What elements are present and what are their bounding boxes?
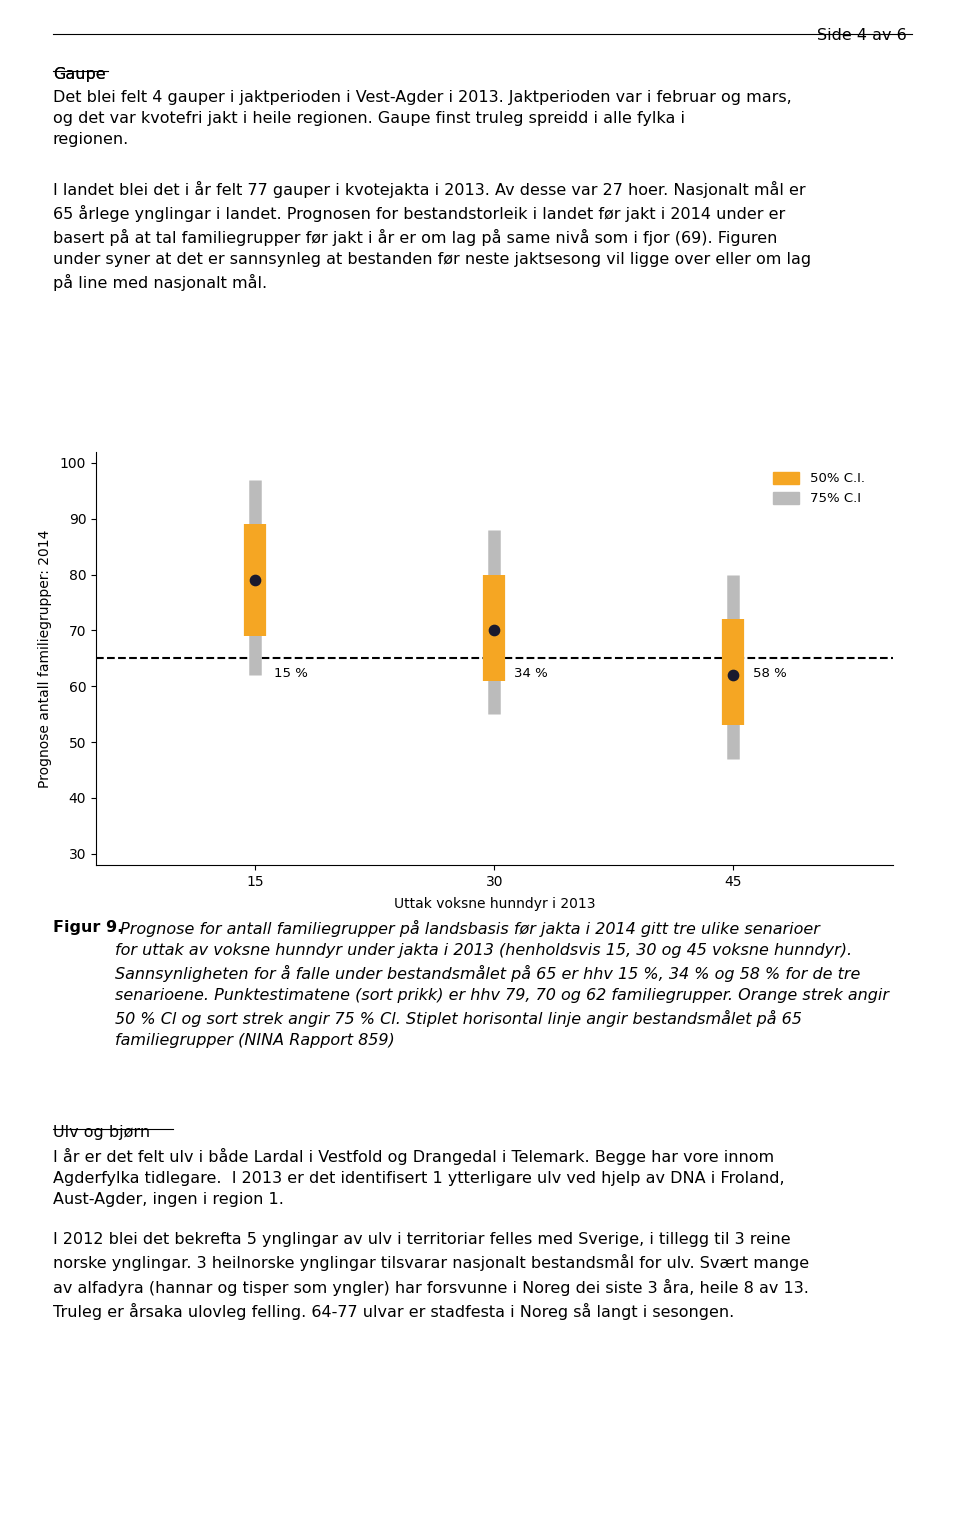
Text: Ulv og bjørn: Ulv og bjørn (53, 1125, 150, 1141)
Point (487, 619, 502, 643)
Legend: 50% C.I., 75% C.I: 50% C.I., 75% C.I (768, 467, 871, 510)
Text: I år er det felt ulv i både Lardal i Vestfold og Drangedal i Telemark. Begge har: I år er det felt ulv i både Lardal i Ves… (53, 1148, 784, 1208)
Y-axis label: Prognose antall familiegrupper: 2014: Prognose antall familiegrupper: 2014 (37, 530, 52, 787)
Text: 15 %: 15 % (275, 666, 308, 680)
Text: Det blei felt 4 gauper i jaktperioden i Vest-Agder i 2013. Jaktperioden var i fe: Det blei felt 4 gauper i jaktperioden i … (53, 90, 792, 147)
Text: I 2012 blei det bekrefta 5 ynglingar av ulv i territoriar felles med Sverige, i : I 2012 blei det bekrefta 5 ynglingar av … (53, 1232, 809, 1320)
Text: I landet blei det i år felt 77 gauper i kvotejakta i 2013. Av desse var 27 hoer.: I landet blei det i år felt 77 gauper i … (53, 181, 811, 291)
Point (726, 663, 741, 687)
Text: Gaupe: Gaupe (53, 67, 106, 83)
Point (248, 568, 263, 592)
Text: Side 4 av 6: Side 4 av 6 (818, 28, 907, 43)
Text: Figur 9.: Figur 9. (53, 920, 123, 935)
X-axis label: Uttak voksne hunndyr i 2013: Uttak voksne hunndyr i 2013 (394, 897, 595, 911)
Text: Prognose for antall familiegrupper på landsbasis før jakta i 2014 gitt tre ulike: Prognose for antall familiegrupper på la… (115, 920, 889, 1049)
Text: Gaupe: Gaupe (53, 67, 106, 83)
Text: 34 %: 34 % (514, 666, 547, 680)
Text: 58 %: 58 % (753, 666, 786, 680)
